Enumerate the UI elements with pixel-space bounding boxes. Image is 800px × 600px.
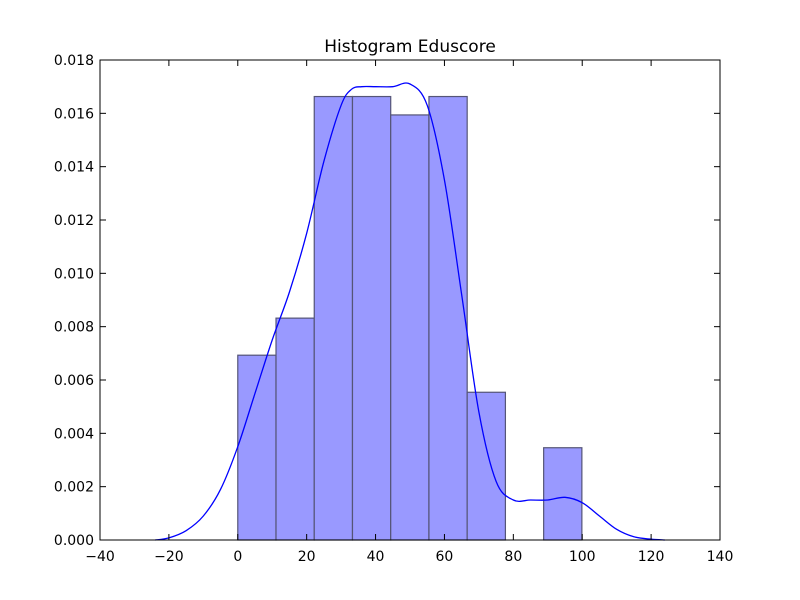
histogram-bar-6 — [466, 391, 507, 541]
histogram-bar-1 — [275, 317, 315, 541]
histogram-bar-0 — [237, 354, 277, 541]
x-tick-label: 140 — [707, 549, 734, 565]
x-tick-label: 20 — [298, 549, 316, 565]
kde-layer — [155, 82, 665, 541]
y-tick-label: 0.016 — [54, 106, 94, 122]
kde-line — [155, 82, 665, 541]
histogram-bar-4 — [390, 114, 430, 541]
bars-layer — [237, 95, 583, 541]
histogram-bar-8 — [543, 447, 583, 541]
x-tick-label: −20 — [154, 549, 184, 565]
chart-title: Histogram Eduscore — [324, 37, 496, 57]
y-axis: 0.000 0.002 0.004 0.006 0.008 0.010 0.012 0.014… — [54, 53, 720, 549]
histogram-bar-5 — [428, 95, 468, 541]
y-tick-label: 0.012 — [54, 213, 94, 229]
histogram-bar-3 — [351, 95, 392, 541]
x-tick-label: 0 — [233, 549, 242, 565]
x-tick-label: −40 — [85, 549, 115, 565]
x-tick-label: 40 — [367, 549, 385, 565]
y-tick-label: 0.002 — [54, 480, 94, 496]
y-tick-label: 0.008 — [54, 320, 94, 336]
x-axis: −40 −20 0 20 40 60 80 100 120 140 — [85, 60, 733, 565]
y-tick-label: 0.014 — [54, 160, 94, 176]
x-tick-label: 100 — [569, 549, 596, 565]
x-tick-label: 120 — [638, 549, 665, 565]
y-tick-label: 0.000 — [54, 533, 94, 549]
y-tick-label: 0.004 — [54, 426, 94, 442]
plot-frame — [99, 59, 721, 541]
y-tick-label: 0.006 — [54, 373, 94, 389]
histogram-bar-2 — [313, 95, 354, 541]
x-tick-label: 80 — [504, 549, 522, 565]
x-tick-label: 60 — [436, 549, 454, 565]
y-tick-label: 0.010 — [54, 266, 94, 282]
y-tick-label: 0.018 — [54, 53, 94, 69]
